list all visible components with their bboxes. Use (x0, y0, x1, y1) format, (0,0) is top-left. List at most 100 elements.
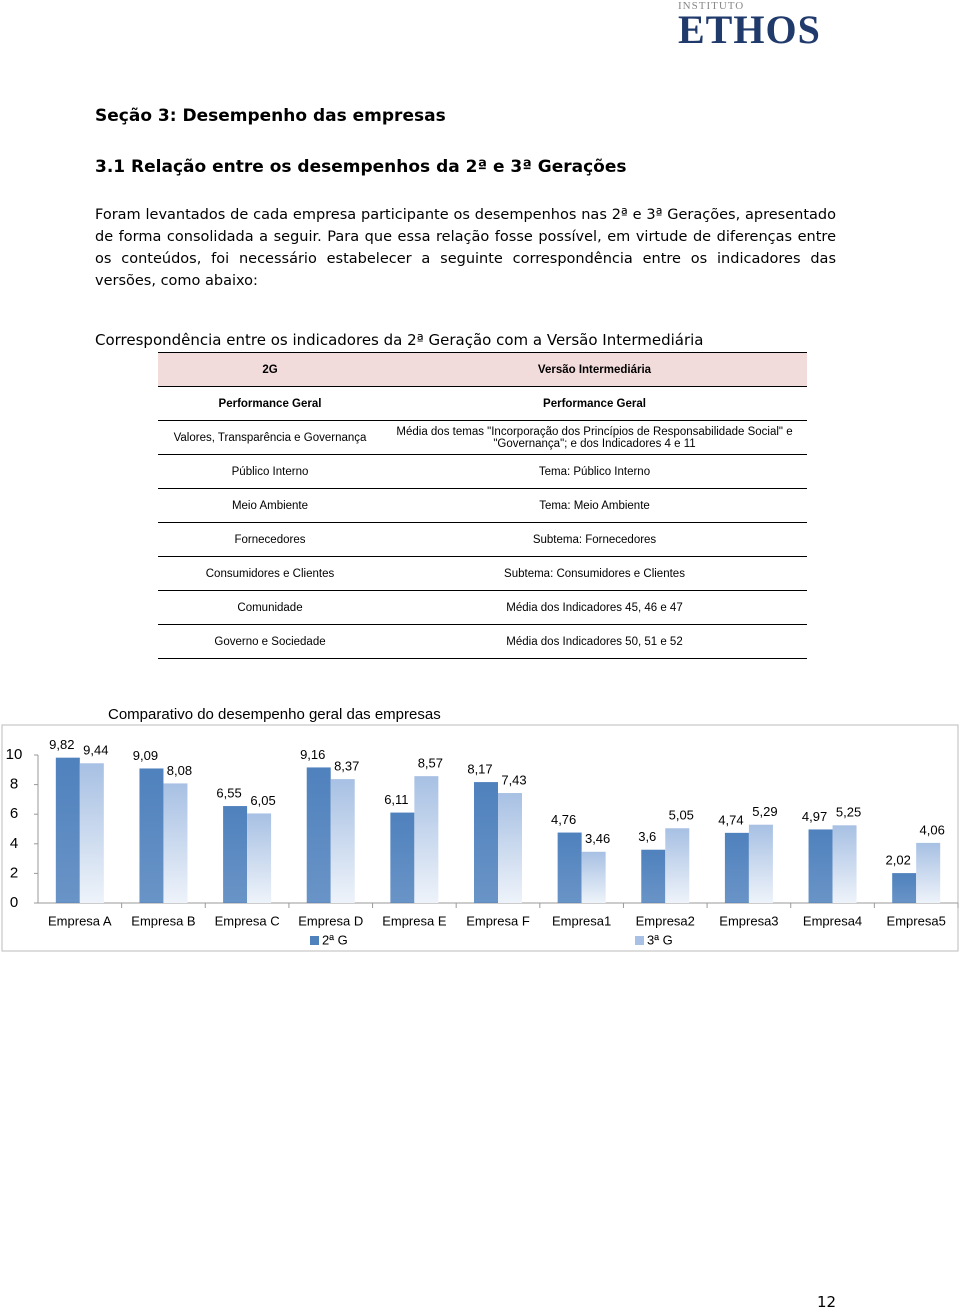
table-row: Performance Geral Performance Geral (158, 386, 807, 421)
table-cell: Público Interno (158, 454, 382, 489)
value-label: 8,08 (167, 763, 192, 778)
value-label: 7,43 (501, 772, 526, 787)
bar (223, 806, 248, 903)
table-cell: Fornecedores (158, 522, 382, 557)
x-tick-label: Empresa3 (719, 913, 778, 928)
bar (414, 776, 439, 903)
bar (55, 757, 80, 903)
y-tick-label: 6 (10, 805, 18, 822)
logo-name: ETHOS (678, 7, 821, 52)
bar (808, 829, 833, 903)
table-cell: Média dos temas "Incorporação dos Princí… (382, 420, 807, 455)
bar (498, 793, 522, 903)
x-tick-label: Empresa E (382, 913, 447, 928)
legend-swatch (635, 936, 644, 945)
bar (748, 824, 773, 903)
x-tick-label: Empresa4 (803, 913, 862, 928)
table-row: Meio Ambiente Tema: Meio Ambiente (158, 488, 807, 523)
value-label: 2,02 (886, 853, 911, 868)
table-cell: Meio Ambiente (158, 488, 382, 523)
table-row: Fornecedores Subtema: Fornecedores (158, 522, 807, 557)
table-cell: Subtema: Consumidores e Clientes (382, 556, 807, 591)
header-cell: 2G (158, 352, 382, 387)
value-label: 6,55 (216, 785, 241, 800)
bar (916, 842, 941, 903)
bar (641, 849, 666, 903)
value-label: 4,76 (551, 812, 576, 827)
x-tick-label: Empresa2 (636, 913, 695, 928)
value-label: 9,16 (300, 747, 325, 762)
value-label: 8,37 (334, 759, 359, 774)
x-tick-label: Empresa B (131, 913, 195, 928)
table-row: Consumidores e Clientes Subtema: Consumid… (158, 556, 807, 591)
table-cell: Performance Geral (158, 386, 382, 421)
value-label: 4,06 (920, 822, 945, 837)
bar (724, 832, 749, 903)
bar (247, 813, 272, 903)
paragraph: Foram levantados de cada empresa partici… (95, 207, 836, 289)
y-tick-label: 0 (10, 894, 18, 911)
header-cell: Versão Intermediária (382, 352, 807, 387)
value-label: 9,09 (133, 748, 158, 763)
chart: Comparativo do desempenho geral das empr… (1, 706, 959, 952)
x-tick-label: Empresa A (48, 913, 112, 928)
table-cell: Tema: Meio Ambiente (382, 488, 807, 523)
y-tick-label: 8 (10, 776, 18, 793)
legend-label: 3ª G (647, 932, 673, 947)
x-tick-label: Empresa D (298, 913, 363, 928)
chart-title: Comparativo do desempenho geral das empr… (108, 706, 441, 723)
x-tick-label: Empresa1 (552, 913, 611, 928)
bar (79, 763, 104, 903)
bar (306, 767, 331, 903)
page-number: 12 (817, 1293, 837, 1311)
legend-swatch (310, 936, 319, 945)
table-cell: Tema: Público Interno (382, 454, 807, 489)
bar (892, 873, 917, 903)
table-row: Público Interno Tema: Público Interno (158, 454, 807, 489)
table-caption: Correspondência entre os indicadores da … (95, 331, 704, 349)
section-title: Seção 3: Desempenho das empresas (95, 106, 446, 126)
table-cell: Valores, Transparência e Governança (158, 420, 382, 455)
legend-label: 2ª G (322, 932, 348, 947)
table-row: Governo e Sociedade Média dos Indicadores… (158, 624, 807, 659)
table-row: Valores, Transparência e Governança Média… (158, 420, 807, 455)
value-label: 4,74 (718, 812, 743, 827)
table-row: Comunidade Média dos Indicadores 45, 46 e… (158, 590, 807, 625)
bar (557, 832, 582, 903)
value-label: 8,57 (418, 756, 443, 771)
table: 2G Versão Intermediária Performance Gera… (158, 352, 807, 659)
table-cell: Subtema: Fornecedores (382, 522, 807, 557)
table-cell: Governo e Sociedade (158, 624, 382, 659)
bar (163, 783, 188, 903)
chart-frame (1, 724, 959, 952)
logo-top: INSTITUTO (678, 0, 745, 12)
value-label: 5,29 (752, 804, 777, 819)
subsection-title: 3.1 Relação entre os desempenhos da 2ª e… (95, 157, 627, 177)
y-tick-label: 2 (10, 864, 18, 881)
value-label: 5,25 (836, 805, 861, 820)
x-tick-label: Empresa C (215, 913, 280, 928)
logo: INSTITUTO ETHOS (678, 0, 828, 52)
value-label: 3,6 (638, 829, 656, 844)
x-tick-label: Empresa F (466, 913, 530, 928)
value-label: 8,17 (467, 762, 492, 777)
bar (330, 779, 355, 903)
bar (474, 782, 498, 903)
value-label: 4,97 (802, 809, 827, 824)
table-cell: Média dos Indicadores 50, 51 e 52 (382, 624, 807, 659)
bar (665, 828, 690, 903)
bar (832, 825, 857, 903)
table-header: 2G Versão Intermediária (158, 352, 807, 387)
y-tick-label: 4 (10, 835, 18, 852)
table-body: Performance Geral Performance Geral Valore… (158, 386, 807, 659)
y-tick-label: 10 (6, 746, 23, 763)
value-label: 6,05 (250, 793, 275, 808)
value-label: 6,11 (384, 792, 408, 807)
table-cell: Performance Geral (382, 386, 807, 421)
bar (390, 812, 415, 903)
bar (139, 768, 164, 903)
value-label: 5,05 (669, 808, 694, 823)
table-cell: Comunidade (158, 590, 382, 625)
value-label: 9,82 (49, 737, 74, 752)
